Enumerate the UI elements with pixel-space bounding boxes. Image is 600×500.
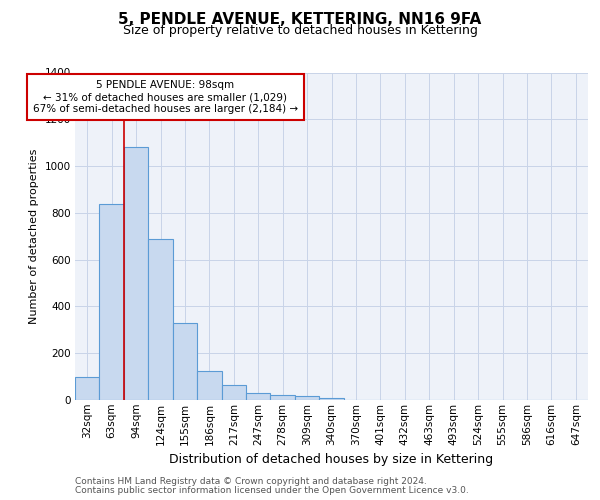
Bar <box>148 238 173 400</box>
Text: Size of property relative to detached houses in Kettering: Size of property relative to detached ho… <box>122 24 478 37</box>
X-axis label: Distribution of detached houses by size in Kettering: Distribution of detached houses by size … <box>169 453 494 466</box>
Bar <box>75 376 100 400</box>
Text: 5, PENDLE AVENUE, KETTERING, NN16 9FA: 5, PENDLE AVENUE, KETTERING, NN16 9FA <box>118 12 482 28</box>
Text: Contains HM Land Registry data © Crown copyright and database right 2024.: Contains HM Land Registry data © Crown c… <box>75 477 427 486</box>
Bar <box>197 371 221 400</box>
Bar <box>271 396 295 400</box>
Bar <box>295 396 319 400</box>
Bar <box>221 385 246 400</box>
Bar <box>246 393 271 400</box>
Bar <box>124 148 148 400</box>
Bar <box>100 204 124 400</box>
Text: Contains public sector information licensed under the Open Government Licence v3: Contains public sector information licen… <box>75 486 469 495</box>
Text: 5 PENDLE AVENUE: 98sqm
← 31% of detached houses are smaller (1,029)
67% of semi-: 5 PENDLE AVENUE: 98sqm ← 31% of detached… <box>33 80 298 114</box>
Bar <box>173 323 197 400</box>
Y-axis label: Number of detached properties: Number of detached properties <box>29 148 39 324</box>
Bar <box>319 398 344 400</box>
